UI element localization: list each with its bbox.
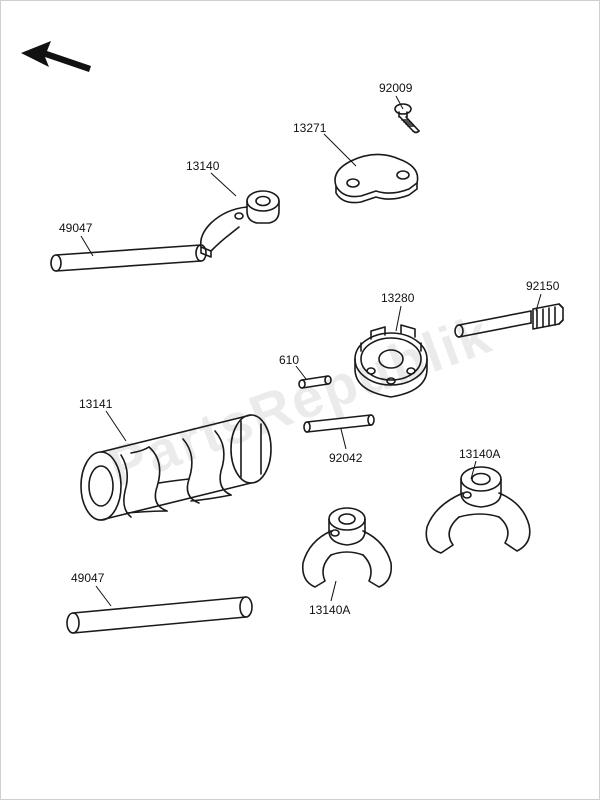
label-49047-top: 49047	[59, 221, 92, 235]
label-13271: 13271	[293, 121, 326, 135]
label-610: 610	[279, 353, 299, 367]
label-13140A-right: 13140A	[459, 447, 500, 461]
label-49047-bottom: 49047	[71, 571, 104, 585]
label-13141: 13141	[79, 397, 112, 411]
label-13140: 13140	[186, 159, 219, 173]
label-13140A-left: 13140A	[309, 603, 350, 617]
label-92042: 92042	[329, 451, 362, 465]
label-13280: 13280	[381, 291, 414, 305]
diagram-canvas: PartsRepublik	[0, 0, 600, 800]
label-92150: 92150	[526, 279, 559, 293]
label-92009: 92009	[379, 81, 412, 95]
